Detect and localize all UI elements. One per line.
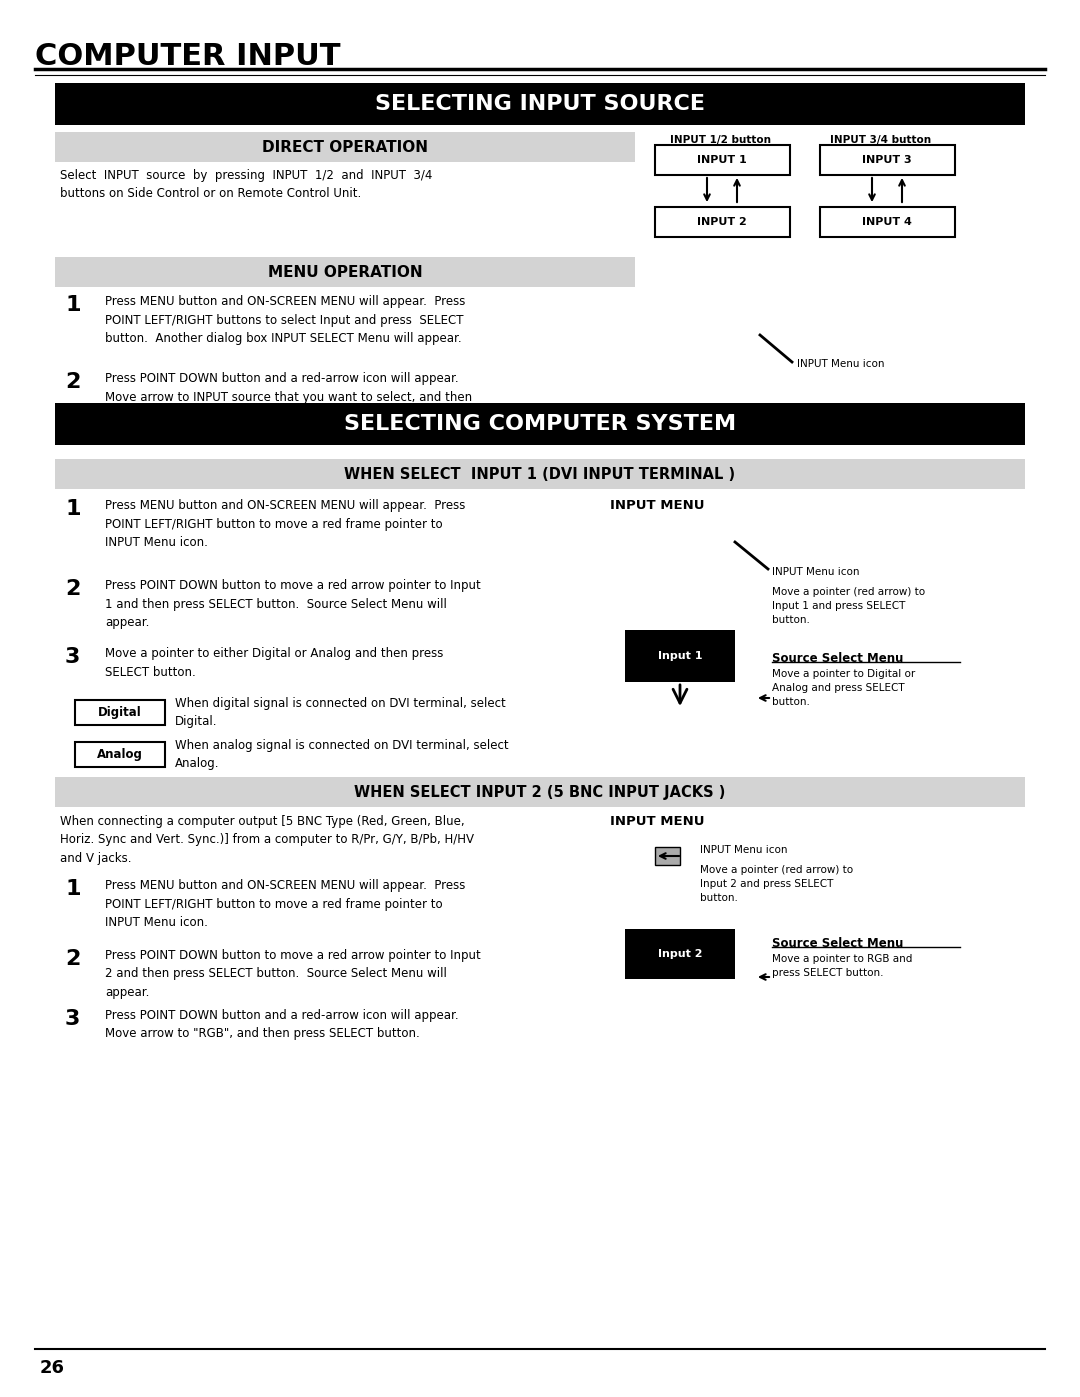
Text: Move a pointer to RGB and
press SELECT button.: Move a pointer to RGB and press SELECT b… — [772, 954, 913, 978]
Text: Press POINT DOWN button to move a red arrow pointer to Input
1 and then press SE: Press POINT DOWN button to move a red ar… — [105, 578, 481, 629]
FancyBboxPatch shape — [75, 700, 165, 725]
Text: 2: 2 — [65, 372, 80, 393]
Text: INPUT Menu icon: INPUT Menu icon — [772, 567, 860, 577]
FancyBboxPatch shape — [820, 145, 955, 175]
Text: WHEN SELECT  INPUT 1 (DVI INPUT TERMINAL ): WHEN SELECT INPUT 1 (DVI INPUT TERMINAL … — [345, 467, 735, 482]
Text: 1: 1 — [65, 879, 81, 900]
Text: When digital signal is connected on DVI terminal, select
Digital.: When digital signal is connected on DVI … — [175, 697, 505, 728]
Text: Press MENU button and ON-SCREEN MENU will appear.  Press
POINT LEFT/RIGHT button: Press MENU button and ON-SCREEN MENU wil… — [105, 295, 465, 345]
Text: Input 1: Input 1 — [658, 651, 702, 661]
FancyBboxPatch shape — [625, 630, 735, 682]
Text: Press POINT DOWN button to move a red arrow pointer to Input
2 and then press SE: Press POINT DOWN button to move a red ar… — [105, 949, 481, 999]
FancyBboxPatch shape — [55, 402, 1025, 446]
Text: Select  INPUT  source  by  pressing  INPUT  1/2  and  INPUT  3/4
buttons on Side: Select INPUT source by pressing INPUT 1/… — [60, 169, 432, 200]
Text: INPUT MENU: INPUT MENU — [610, 814, 704, 828]
Text: Press POINT DOWN button and a red-arrow icon will appear.
Move arrow to "RGB", a: Press POINT DOWN button and a red-arrow … — [105, 1009, 459, 1041]
FancyBboxPatch shape — [654, 145, 789, 175]
Text: Source Select Menu: Source Select Menu — [772, 937, 903, 950]
FancyBboxPatch shape — [55, 131, 635, 162]
FancyBboxPatch shape — [75, 742, 165, 767]
Text: 26: 26 — [40, 1359, 65, 1377]
Text: DIRECT OPERATION: DIRECT OPERATION — [262, 140, 428, 155]
FancyBboxPatch shape — [55, 777, 1025, 807]
Text: COMPUTER INPUT: COMPUTER INPUT — [35, 42, 340, 71]
FancyBboxPatch shape — [654, 207, 789, 237]
Text: WHEN SELECT INPUT 2 (5 BNC INPUT JACKS ): WHEN SELECT INPUT 2 (5 BNC INPUT JACKS ) — [354, 785, 726, 799]
Text: 1: 1 — [65, 295, 81, 314]
Text: Move a pointer (red arrow) to
Input 2 and press SELECT
button.: Move a pointer (red arrow) to Input 2 an… — [700, 865, 853, 902]
Text: 1: 1 — [65, 499, 81, 520]
Text: Press POINT DOWN button and a red-arrow icon will appear.
Move arrow to INPUT so: Press POINT DOWN button and a red-arrow … — [105, 372, 472, 422]
Text: INPUT Menu icon: INPUT Menu icon — [700, 845, 787, 855]
FancyBboxPatch shape — [55, 257, 635, 286]
Text: Move a pointer (red arrow) to
Input 1 and press SELECT
button.: Move a pointer (red arrow) to Input 1 an… — [772, 587, 926, 624]
Text: INPUT 3/4 button: INPUT 3/4 button — [831, 136, 931, 145]
FancyBboxPatch shape — [820, 207, 955, 237]
Text: Press MENU button and ON-SCREEN MENU will appear.  Press
POINT LEFT/RIGHT button: Press MENU button and ON-SCREEN MENU wil… — [105, 499, 465, 549]
Text: INPUT Menu icon: INPUT Menu icon — [797, 359, 885, 369]
Text: INPUT 2: INPUT 2 — [697, 217, 747, 226]
Text: Input 2: Input 2 — [658, 949, 702, 958]
Text: INPUT 1/2 button: INPUT 1/2 button — [670, 136, 771, 145]
Text: When connecting a computer output [5 BNC Type (Red, Green, Blue,
Horiz. Sync and: When connecting a computer output [5 BNC… — [60, 814, 474, 865]
Text: Source Select Menu: Source Select Menu — [772, 652, 903, 665]
Text: Press MENU button and ON-SCREEN MENU will appear.  Press
POINT LEFT/RIGHT button: Press MENU button and ON-SCREEN MENU wil… — [105, 879, 465, 929]
FancyBboxPatch shape — [55, 460, 1025, 489]
FancyBboxPatch shape — [55, 82, 1025, 124]
Text: INPUT 4: INPUT 4 — [862, 217, 912, 226]
FancyBboxPatch shape — [625, 929, 735, 979]
Text: Digital: Digital — [98, 705, 141, 719]
Text: Analog: Analog — [97, 747, 143, 761]
Text: Move a pointer to either Digital or Analog and then press
SELECT button.: Move a pointer to either Digital or Anal… — [105, 647, 444, 679]
FancyBboxPatch shape — [654, 847, 680, 865]
Text: Move a pointer to Digital or
Analog and press SELECT
button.: Move a pointer to Digital or Analog and … — [772, 669, 915, 707]
Text: SELECTING COMPUTER SYSTEM: SELECTING COMPUTER SYSTEM — [343, 414, 737, 434]
Text: 2: 2 — [65, 578, 80, 599]
Text: 2: 2 — [65, 949, 80, 970]
Text: 3: 3 — [65, 647, 80, 666]
Text: SELECTING INPUT SOURCE: SELECTING INPUT SOURCE — [375, 94, 705, 115]
Text: 3: 3 — [65, 1009, 80, 1030]
Text: MENU OPERATION: MENU OPERATION — [268, 264, 422, 279]
Text: When analog signal is connected on DVI terminal, select
Analog.: When analog signal is connected on DVI t… — [175, 739, 509, 770]
Text: INPUT 3: INPUT 3 — [862, 155, 912, 165]
Text: INPUT MENU: INPUT MENU — [610, 499, 704, 511]
Text: INPUT 1: INPUT 1 — [697, 155, 747, 165]
